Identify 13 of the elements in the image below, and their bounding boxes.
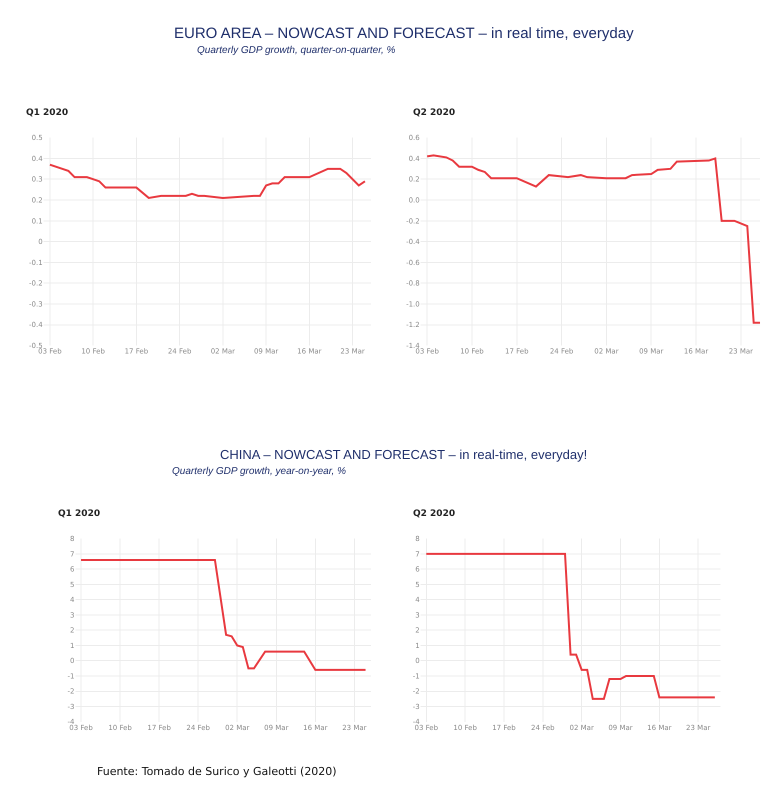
line-series xyxy=(80,559,367,671)
text: CHINA – NOWCAST AND FORECAST – in real-time, everyday! xyxy=(220,447,588,462)
text: Quarterly GDP growth, year-on-year, % xyxy=(172,466,346,477)
text: Quarterly GDP growth, quarter-on-quarter, % xyxy=(197,45,396,56)
line-series xyxy=(48,164,366,199)
line-series xyxy=(425,552,716,700)
chart-title: Q1 2020 xyxy=(58,509,100,519)
source-note: Fuente: Tomado de Surico y Galeotti (2020) xyxy=(97,765,337,778)
chart-title: Q1 2020 xyxy=(26,108,68,118)
text: EURO AREA – NOWCAST AND FORECAST – in real time, everyday xyxy=(174,25,634,42)
line-series xyxy=(426,154,760,324)
chart-title: Q2 2020 xyxy=(413,108,456,118)
chart-title: Q2 2020 xyxy=(413,509,456,519)
